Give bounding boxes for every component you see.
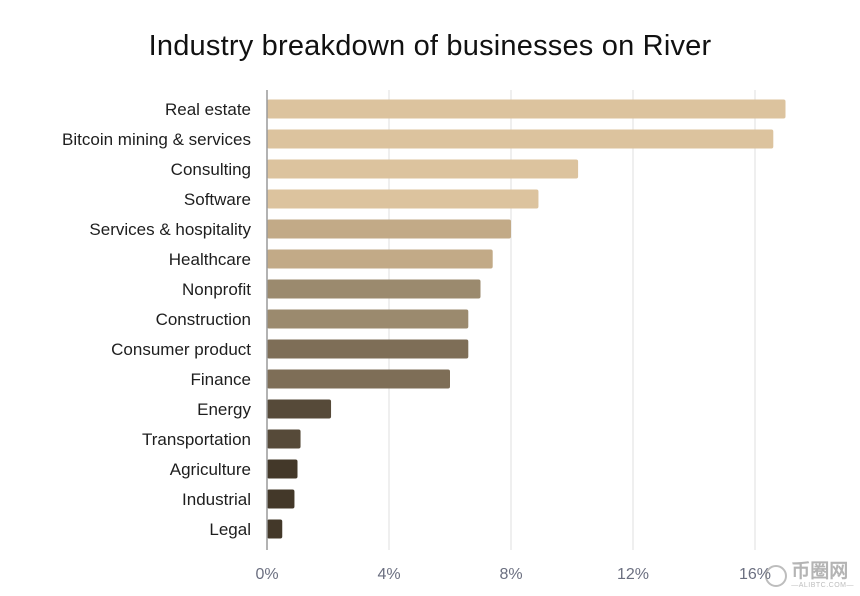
bar <box>267 189 539 209</box>
bar <box>267 429 301 449</box>
bar <box>267 99 786 119</box>
bar <box>267 459 298 479</box>
logo-icon <box>765 565 788 587</box>
category-label: Real estate <box>165 100 251 119</box>
bar <box>267 519 283 539</box>
category-label: Software <box>184 190 251 209</box>
watermark-logo: 币圈网 —ALIBTC.COM— <box>765 562 854 590</box>
category-label: Construction <box>156 310 251 329</box>
category-label: Transportation <box>142 430 251 449</box>
category-label: Bitcoin mining & services <box>62 130 251 149</box>
watermark-sub-text: —ALIBTC.COM— <box>791 582 854 589</box>
bar <box>267 489 295 509</box>
category-label: Legal <box>209 520 251 539</box>
bar <box>267 309 469 329</box>
bar <box>267 249 493 269</box>
bar <box>267 219 511 239</box>
watermark-main-text: 币圈网 <box>791 561 849 582</box>
category-label: Energy <box>197 400 251 419</box>
x-tick-label: 4% <box>377 566 400 583</box>
category-label: Nonprofit <box>182 280 251 299</box>
x-tick-label: 16% <box>739 566 771 583</box>
category-label: Services & hospitality <box>89 220 251 239</box>
category-label: Industrial <box>182 490 251 509</box>
bar <box>267 369 450 389</box>
category-label: Consumer product <box>111 340 251 359</box>
x-tick-label: 0% <box>255 566 278 583</box>
bar <box>267 339 469 359</box>
category-label: Finance <box>191 370 251 389</box>
category-label: Healthcare <box>169 250 251 269</box>
bar <box>267 399 332 419</box>
x-tick-label: 12% <box>617 566 649 583</box>
bar <box>267 159 579 179</box>
category-label: Agriculture <box>170 460 251 479</box>
bar <box>267 279 481 299</box>
category-label: Consulting <box>171 160 251 179</box>
bar <box>267 129 774 149</box>
x-tick-label: 8% <box>499 566 522 583</box>
chart-title: Industry breakdown of businesses on Rive… <box>148 30 712 62</box>
